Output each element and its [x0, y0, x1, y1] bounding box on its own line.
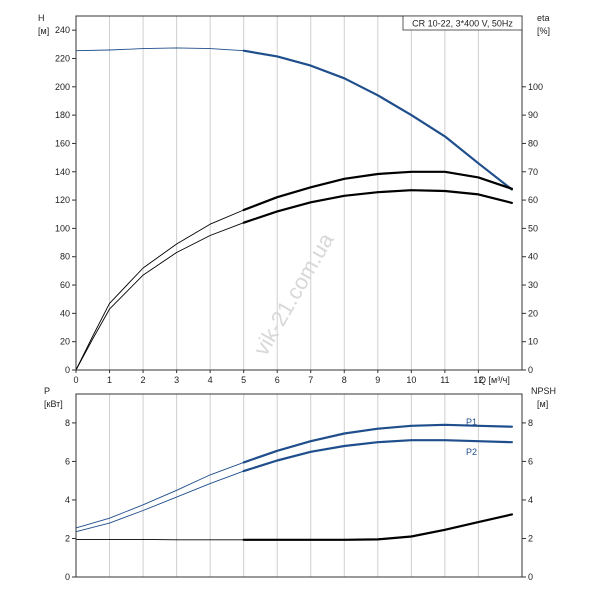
left-tick-label: 6 — [65, 456, 70, 466]
x-tick-label: 0 — [73, 375, 78, 385]
left-tick-label: 80 — [60, 252, 70, 262]
npsh-axis-unit: [м] — [537, 399, 548, 409]
flow-axis-ticks: 0 1 2 3 4 5 6 7 8 9 10 11 12 — [73, 370, 483, 385]
power-npsh-panel: 0 2 4 6 8 0 2 4 6 8 P [кВт] NPSH [м] P1 P2 — [44, 386, 556, 582]
right-tick-label: 80 — [528, 138, 538, 148]
left-tick-label: 0 — [65, 365, 70, 375]
right-tick-label: 4 — [528, 495, 533, 505]
head-curve-thin — [75, 47, 244, 52]
eta-axis-unit: [%] — [537, 26, 550, 36]
npsh-axis-label: NPSH — [531, 386, 556, 396]
p2-curve-operating — [242, 439, 513, 473]
eta_thin-curve-thin — [75, 209, 244, 371]
power-axis-label: P — [44, 386, 50, 396]
p2-curve-thin — [75, 470, 244, 533]
right-tick-label: 6 — [528, 456, 533, 466]
top-frame — [75, 15, 523, 371]
npsh-axis-ticks: 0 2 4 6 8 — [522, 418, 533, 582]
left-tick-label: 4 — [65, 495, 70, 505]
x-tick-label: 11 — [440, 375, 449, 385]
right-tick-label: 0 — [528, 365, 533, 375]
eta_thin-curve-operating — [242, 170, 513, 212]
right-tick-label: 40 — [528, 252, 538, 262]
bottom-grid — [109, 394, 479, 577]
right-tick-label: 50 — [528, 223, 538, 233]
p1-curve-thin — [75, 461, 244, 529]
right-tick-label: 0 — [528, 572, 533, 582]
x-tick-label: 6 — [275, 375, 280, 385]
power-axis-ticks: 0 2 4 6 8 — [65, 418, 76, 582]
head-axis-ticks: 0 20 40 60 80 100 120 140 160 180 200 220 240 — [55, 25, 76, 375]
top-curves — [75, 47, 513, 371]
head-axis-unit: [м] — [38, 26, 49, 36]
x-tick-label: 5 — [241, 375, 246, 385]
head-curve-operating — [242, 49, 513, 191]
power-axis-unit: [кВт] — [44, 399, 63, 409]
npsh-curve-operating — [242, 513, 513, 541]
right-tick-label: 60 — [528, 195, 538, 205]
p2-series-label: P2 — [466, 447, 477, 457]
right-tick-label: 70 — [528, 167, 538, 177]
eta-axis-ticks: 0 10 20 30 40 50 60 70 80 90 100 — [522, 82, 543, 375]
right-tick-label: 10 — [528, 337, 538, 347]
bottom-curves — [75, 423, 513, 541]
x-tick-label: 4 — [208, 375, 213, 385]
right-tick-label: 20 — [528, 308, 538, 318]
x-tick-label: 3 — [174, 375, 179, 385]
chart-title: CR 10-22, 3*400 V, 50Hz — [412, 19, 513, 29]
right-tick-label: 90 — [528, 110, 538, 120]
left-tick-label: 20 — [60, 337, 70, 347]
p1-series-label: P1 — [466, 417, 477, 427]
eta_bold-curve-thin — [75, 222, 244, 371]
x-tick-label: 10 — [406, 375, 416, 385]
left-tick-label: 180 — [55, 110, 70, 120]
left-tick-label: 200 — [55, 82, 70, 92]
eta-axis-label: eta — [537, 13, 550, 23]
x-tick-label: 12 — [473, 375, 483, 385]
left-tick-label: 100 — [55, 223, 70, 233]
left-tick-label: 240 — [55, 25, 70, 35]
eta_bold-curve-operating — [242, 189, 513, 224]
x-tick-label: 8 — [342, 375, 347, 385]
left-tick-label: 220 — [55, 53, 70, 63]
left-tick-label: 140 — [55, 167, 70, 177]
head-axis-label: H — [38, 13, 45, 23]
left-tick-label: 120 — [55, 195, 70, 205]
left-tick-label: 2 — [65, 533, 70, 543]
x-tick-label: 1 — [107, 375, 112, 385]
right-tick-label: 30 — [528, 280, 538, 290]
p1-curve-operating — [242, 423, 513, 464]
right-tick-label: 2 — [528, 533, 533, 543]
left-tick-label: 0 — [65, 572, 70, 582]
x-tick-label: 7 — [308, 375, 313, 385]
left-tick-label: 8 — [65, 418, 70, 428]
x-tick-label: 9 — [375, 375, 380, 385]
flow-axis-label: Q [м³/ч] — [479, 375, 510, 385]
top-grid — [109, 16, 479, 370]
title-box — [402, 15, 523, 31]
bottom-frame — [75, 393, 523, 578]
left-tick-label: 40 — [60, 308, 70, 318]
x-tick-label: 2 — [141, 375, 146, 385]
right-tick-label: 8 — [528, 418, 533, 428]
left-tick-label: 160 — [55, 138, 70, 148]
left-tick-label: 60 — [60, 280, 70, 290]
right-tick-label: 100 — [528, 82, 543, 92]
